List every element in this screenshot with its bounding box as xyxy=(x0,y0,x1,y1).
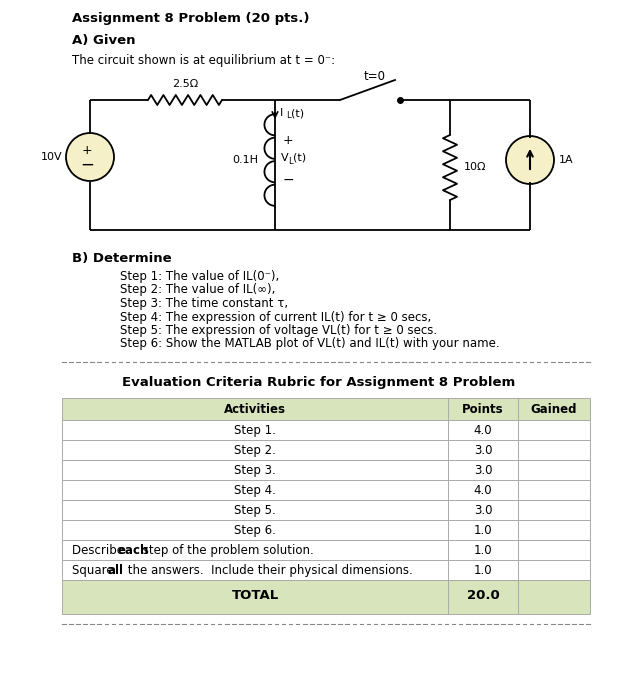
Text: 2.5Ω: 2.5Ω xyxy=(172,79,198,89)
Text: the answers.  Include their physical dimensions.: the answers. Include their physical dime… xyxy=(124,564,412,577)
Text: Step 3.: Step 3. xyxy=(234,464,276,477)
Bar xyxy=(62,560,590,580)
Text: Step 6: Show the MATLAB plot of VL(t) and IL(t) with your name.: Step 6: Show the MATLAB plot of VL(t) an… xyxy=(120,337,500,351)
Text: step of the problem solution.: step of the problem solution. xyxy=(139,544,314,557)
Text: all: all xyxy=(107,564,123,577)
Circle shape xyxy=(506,136,554,184)
Text: 1.0: 1.0 xyxy=(473,544,493,557)
Text: 3.0: 3.0 xyxy=(474,504,493,517)
Bar xyxy=(62,460,590,480)
Bar xyxy=(62,500,590,520)
Text: 1.0: 1.0 xyxy=(473,564,493,577)
Text: Step 4: The expression of current IL(t) for t ≥ 0 secs,: Step 4: The expression of current IL(t) … xyxy=(120,311,431,323)
Bar xyxy=(62,420,590,440)
Text: 3.0: 3.0 xyxy=(474,444,493,457)
Bar xyxy=(62,580,590,614)
Text: TOTAL: TOTAL xyxy=(232,589,279,602)
Bar xyxy=(62,440,590,460)
Text: 3.0: 3.0 xyxy=(474,464,493,477)
Text: 20.0: 20.0 xyxy=(466,589,500,602)
Text: Step 3: The time constant τ,: Step 3: The time constant τ, xyxy=(120,297,288,310)
Text: V: V xyxy=(281,153,288,163)
Text: Points: Points xyxy=(462,403,504,416)
Text: Step 1.: Step 1. xyxy=(234,424,276,437)
Text: −: − xyxy=(80,156,94,174)
Text: Describe: Describe xyxy=(72,544,128,557)
Text: 10Ω: 10Ω xyxy=(464,162,487,172)
Text: Step 5: The expression of voltage VL(t) for t ≥ 0 secs.: Step 5: The expression of voltage VL(t) … xyxy=(120,324,437,337)
Text: A) Given: A) Given xyxy=(72,34,135,47)
Text: Square: Square xyxy=(72,564,117,577)
Text: L: L xyxy=(286,111,291,120)
Text: t=0: t=0 xyxy=(364,71,386,83)
Text: Step 2.: Step 2. xyxy=(234,444,276,457)
Bar xyxy=(62,540,590,560)
Text: The circuit shown is at equilibrium at t = 0⁻:: The circuit shown is at equilibrium at t… xyxy=(72,54,335,67)
Text: Activities: Activities xyxy=(224,403,286,416)
Text: Gained: Gained xyxy=(531,403,577,416)
Text: Step 2: The value of IL(∞),: Step 2: The value of IL(∞), xyxy=(120,284,276,297)
Bar xyxy=(62,480,590,500)
Text: 0.1H: 0.1H xyxy=(232,155,258,165)
Text: L: L xyxy=(288,157,293,165)
Text: (t): (t) xyxy=(293,153,306,163)
Text: Evaluation Criteria Rubric for Assignment 8 Problem: Evaluation Criteria Rubric for Assignmen… xyxy=(122,376,516,389)
Text: 4.0: 4.0 xyxy=(473,424,493,437)
Text: +: + xyxy=(283,134,293,146)
Text: 1A: 1A xyxy=(559,155,574,165)
Text: 4.0: 4.0 xyxy=(473,484,493,497)
Bar xyxy=(62,398,590,420)
Text: I: I xyxy=(280,108,283,118)
Text: 10V: 10V xyxy=(41,152,63,162)
Text: B) Determine: B) Determine xyxy=(72,252,172,265)
Text: Step 4.: Step 4. xyxy=(234,484,276,497)
Bar xyxy=(62,520,590,540)
Text: (t): (t) xyxy=(291,108,304,118)
Text: Assignment 8 Problem (20 pts.): Assignment 8 Problem (20 pts.) xyxy=(72,12,309,25)
Text: Step 6.: Step 6. xyxy=(234,524,276,537)
Text: +: + xyxy=(82,144,93,157)
Text: each: each xyxy=(117,544,149,557)
Text: 1.0: 1.0 xyxy=(473,524,493,537)
Text: Step 5.: Step 5. xyxy=(234,504,276,517)
Text: Step 1: The value of IL(0⁻),: Step 1: The value of IL(0⁻), xyxy=(120,270,279,283)
Circle shape xyxy=(66,133,114,181)
Text: −: − xyxy=(283,173,295,187)
